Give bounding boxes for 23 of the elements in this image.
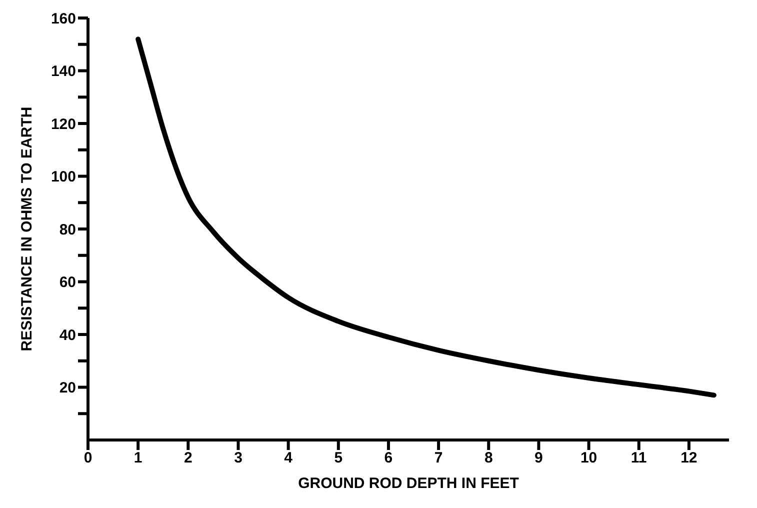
x-tick-label: 12 [680, 450, 698, 467]
x-tick-label: 7 [434, 450, 443, 467]
y-tick-label: 100 [50, 168, 76, 186]
x-tick-label: 6 [384, 450, 393, 467]
x-tick-label: 10 [580, 450, 598, 467]
x-axis-title: GROUND ROD DEPTH IN FEET [298, 475, 519, 492]
y-tick-label: 80 [59, 221, 76, 238]
y-tick-label: 20 [59, 380, 76, 397]
y-tick-label: 160 [50, 10, 76, 28]
x-tick-label: 9 [534, 450, 543, 467]
x-tick-label: 8 [484, 450, 493, 467]
x-tick-label: 11 [630, 450, 647, 467]
y-axis-title: RESISTANCE IN OHMS TO EARTH [18, 106, 36, 352]
y-tick-label: 60 [59, 274, 76, 292]
x-tick-label: 0 [84, 450, 92, 467]
x-tick-label: 4 [284, 450, 294, 467]
x-tick-label: 1 [134, 450, 142, 467]
x-tick-label: 2 [184, 450, 192, 467]
x-tick-label: 5 [334, 450, 343, 467]
y-tick-label: 140 [50, 63, 76, 80]
x-tick-label: 3 [234, 450, 242, 467]
y-tick-label: 120 [50, 116, 76, 133]
y-tick-label: 40 [59, 326, 76, 344]
